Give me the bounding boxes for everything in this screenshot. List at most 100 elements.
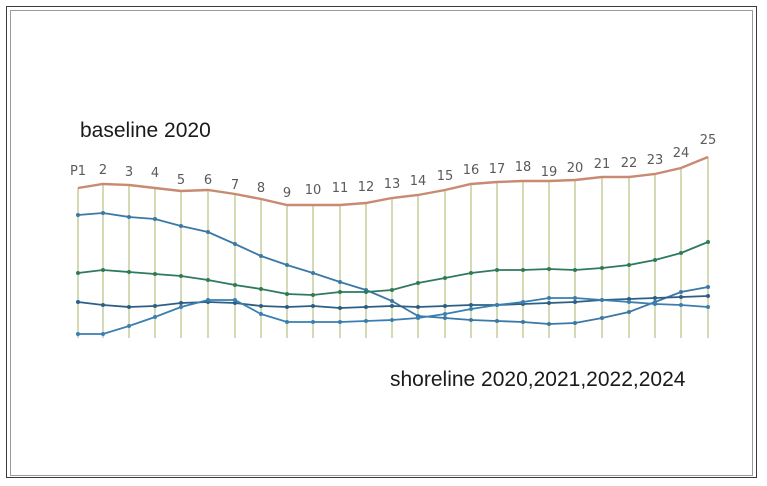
shoreline-2021-point [469, 271, 473, 275]
transect-label: 8 [257, 181, 265, 196]
shoreline-2020-point [600, 316, 604, 320]
shoreline-2021-point [285, 292, 289, 296]
shoreline-2024-point [469, 307, 473, 311]
shoreline-2021-point [153, 272, 157, 276]
shoreline-2022-point [285, 305, 289, 309]
shoreline-2024-point [364, 319, 368, 323]
baseline-caption: baseline 2020 [80, 119, 211, 142]
shoreline-2024-point [416, 316, 420, 320]
shoreline-2022-point [179, 301, 183, 305]
shoreline-2022-point [443, 304, 447, 308]
shoreline-2024-point [495, 303, 499, 307]
shoreline-2022-point [338, 306, 342, 310]
transect-label: 14 [410, 174, 427, 189]
shoreline-2022-point [653, 296, 657, 300]
shoreline-2020-point [679, 290, 683, 294]
shoreline-2022-point [547, 301, 551, 305]
shoreline-2022-point [679, 295, 683, 299]
shoreline-2020-point [285, 263, 289, 267]
transect-label: 4 [151, 166, 159, 181]
shoreline-2020-point [495, 319, 499, 323]
shoreline-2020-point [469, 318, 473, 322]
shoreline-caption: shoreline 2020,2021,2022,2024 [390, 368, 686, 391]
shoreline-2021-point [127, 270, 131, 274]
transect-label: 11 [332, 181, 349, 196]
shoreline-2021-point [179, 274, 183, 278]
shoreline-2022-point [127, 305, 131, 309]
shoreline-2020-point [153, 217, 157, 221]
transect-label: 10 [305, 183, 322, 198]
shoreline-2022-point [364, 305, 368, 309]
shoreline-2022-point [573, 300, 577, 304]
shoreline-2020-point [206, 230, 210, 234]
shoreline-2024-point [76, 332, 80, 336]
transect-label: 12 [358, 180, 375, 195]
shoreline-2021-point [233, 283, 237, 287]
transect-label: 15 [437, 169, 454, 184]
shoreline-2021-point [706, 240, 710, 244]
shoreline-2021-point [495, 268, 499, 272]
transect-label: 23 [647, 153, 664, 168]
shoreline-2024-point [653, 302, 657, 306]
transect-label: P1 [70, 164, 86, 179]
shoreline-2021-line [77, 241, 709, 296]
shoreline-2021-point [443, 276, 447, 280]
shoreline-2020-point [573, 321, 577, 325]
transect-label: 25 [700, 133, 717, 148]
shoreline-2021-point [76, 271, 80, 275]
shoreline-2021-point [521, 268, 525, 272]
figure-frame [6, 6, 757, 478]
shoreline-2021-point [206, 278, 210, 282]
baseline [77, 155, 709, 207]
transect-label: 24 [673, 146, 690, 161]
shoreline-2022-point [153, 304, 157, 308]
shoreline-2020-point [76, 213, 80, 217]
shoreline-2022-point [390, 304, 394, 308]
shoreline-2020-point [627, 310, 631, 314]
shoreline-2021-point [653, 258, 657, 262]
transect-label: 2 [99, 163, 107, 178]
shoreline-2024-point [285, 320, 289, 324]
shoreline-2022-point [259, 304, 263, 308]
shoreline-2022-point [627, 297, 631, 301]
shoreline-2021-point [600, 266, 604, 270]
transect-label: 6 [204, 173, 212, 188]
shorelines [76, 211, 710, 336]
shoreline-2024-point [153, 315, 157, 319]
shoreline-2021-point [311, 293, 315, 297]
shoreline-2020-point [706, 285, 710, 289]
shoreline-2021-point [259, 287, 263, 291]
shoreline-2020-point [101, 211, 105, 215]
shoreline-2024-point [521, 300, 525, 304]
shoreline-2021-point [390, 288, 394, 292]
shoreline-2020-point [547, 322, 551, 326]
transect-label: 20 [567, 161, 584, 176]
shoreline-2024-point [679, 303, 683, 307]
transect-label: 22 [621, 156, 638, 171]
shoreline-2024-point [600, 298, 604, 302]
transect-label: 17 [489, 162, 506, 177]
shoreline-2024-point [390, 318, 394, 322]
transect-label: 13 [384, 177, 401, 192]
shoreline-2021-point [101, 268, 105, 272]
shoreline-2024-point [573, 296, 577, 300]
shoreline-2024-point [206, 298, 210, 302]
shoreline-2020-point [521, 320, 525, 324]
shoreline-2020-point [390, 299, 394, 303]
transect-label: 18 [515, 160, 532, 175]
shoreline-2020-point [233, 242, 237, 246]
shoreline-2020-point [311, 271, 315, 275]
shoreline-2024-point [259, 312, 263, 316]
transect-label: 21 [594, 157, 611, 172]
shoreline-2021-point [364, 290, 368, 294]
shoreline-2020-point [259, 254, 263, 258]
transect-labels: P1 2 3 4 5 6 7 8 9 10 11 12 13 14 15 16 17 18 19 20 21 22 23 24… [70, 133, 716, 201]
shoreline-2024-point [233, 298, 237, 302]
shoreline-2022-point [101, 303, 105, 307]
shoreline-2024-point [627, 300, 631, 304]
shoreline-2020-point [338, 280, 342, 284]
shoreline-2022-point [469, 303, 473, 307]
shoreline-2020-point [443, 316, 447, 320]
shoreline-2022-point [416, 305, 420, 309]
